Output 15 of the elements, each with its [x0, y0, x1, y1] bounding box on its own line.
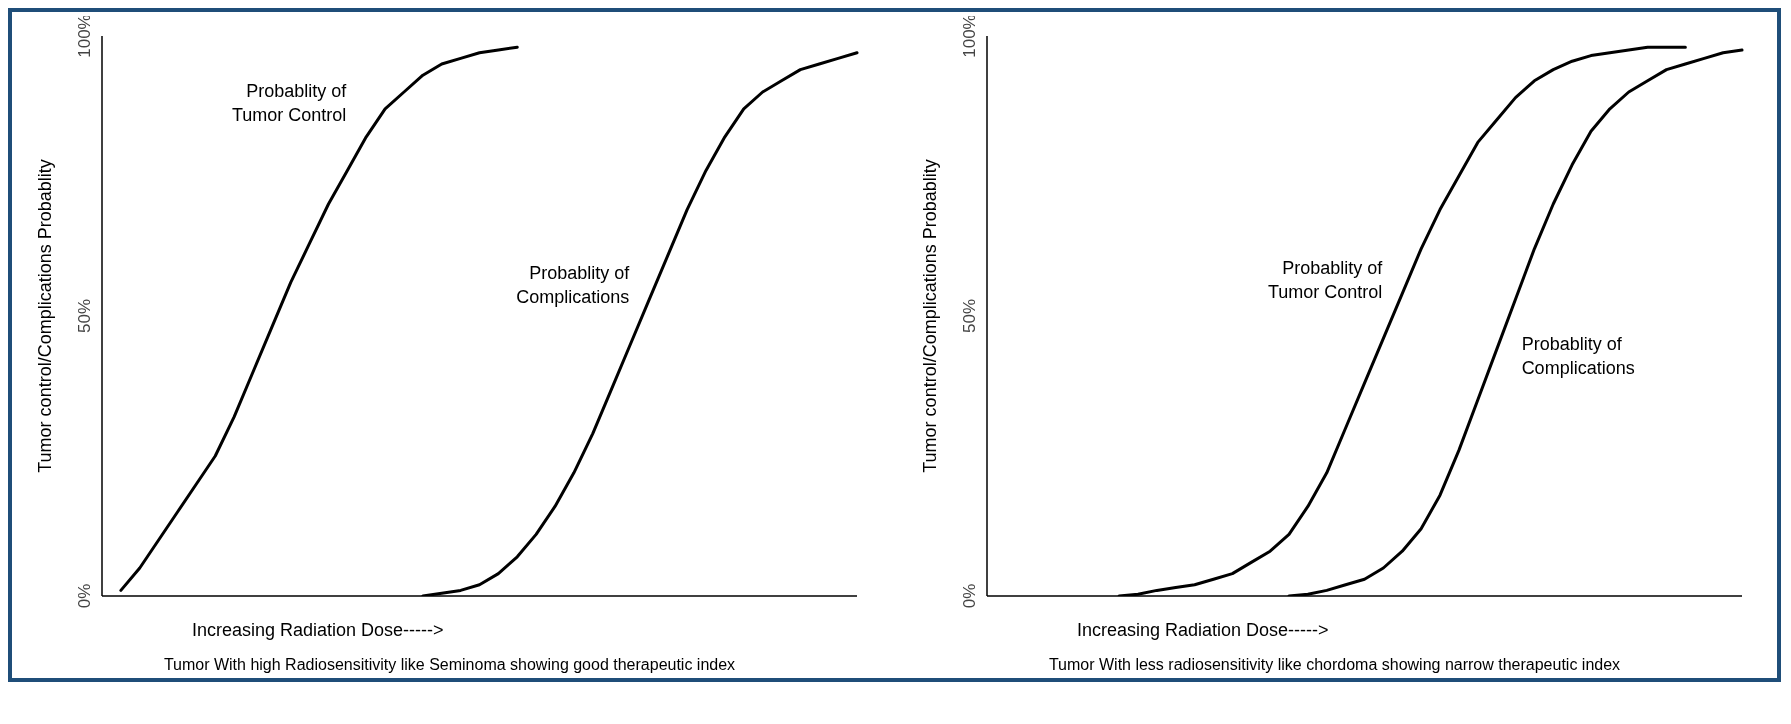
text: Tumor With less radiosensitivity like chordoma showing narrow therapeutic index [1047, 656, 1622, 674]
x-axis-title: Increasing Radiation Dose-----> [1077, 620, 1329, 640]
series-label: Probablity of Complications [1521, 333, 1635, 378]
y-axis-title: Tumor control/Complications Probablity [35, 159, 56, 473]
x-axis-title: Increasing Radiation Dose-----> [192, 620, 444, 640]
series-label: Probablity of Tumor Control [1267, 257, 1384, 302]
series-label: Probablity of Tumor Control [231, 80, 348, 125]
series-label: Probablity of Complications [516, 263, 631, 308]
y-tick-label: 0% [960, 583, 979, 609]
line-series [119, 45, 519, 592]
y-tick-label: 50% [960, 298, 979, 334]
text: Tumor With high Radiosensitivity like Seminoma showing good therapeutic index [162, 656, 737, 674]
y-tick-label: 50% [75, 298, 94, 334]
y-axis-title: Tumor control/Complications Probablity [920, 159, 941, 473]
y-tick-label: 0% [75, 583, 94, 609]
